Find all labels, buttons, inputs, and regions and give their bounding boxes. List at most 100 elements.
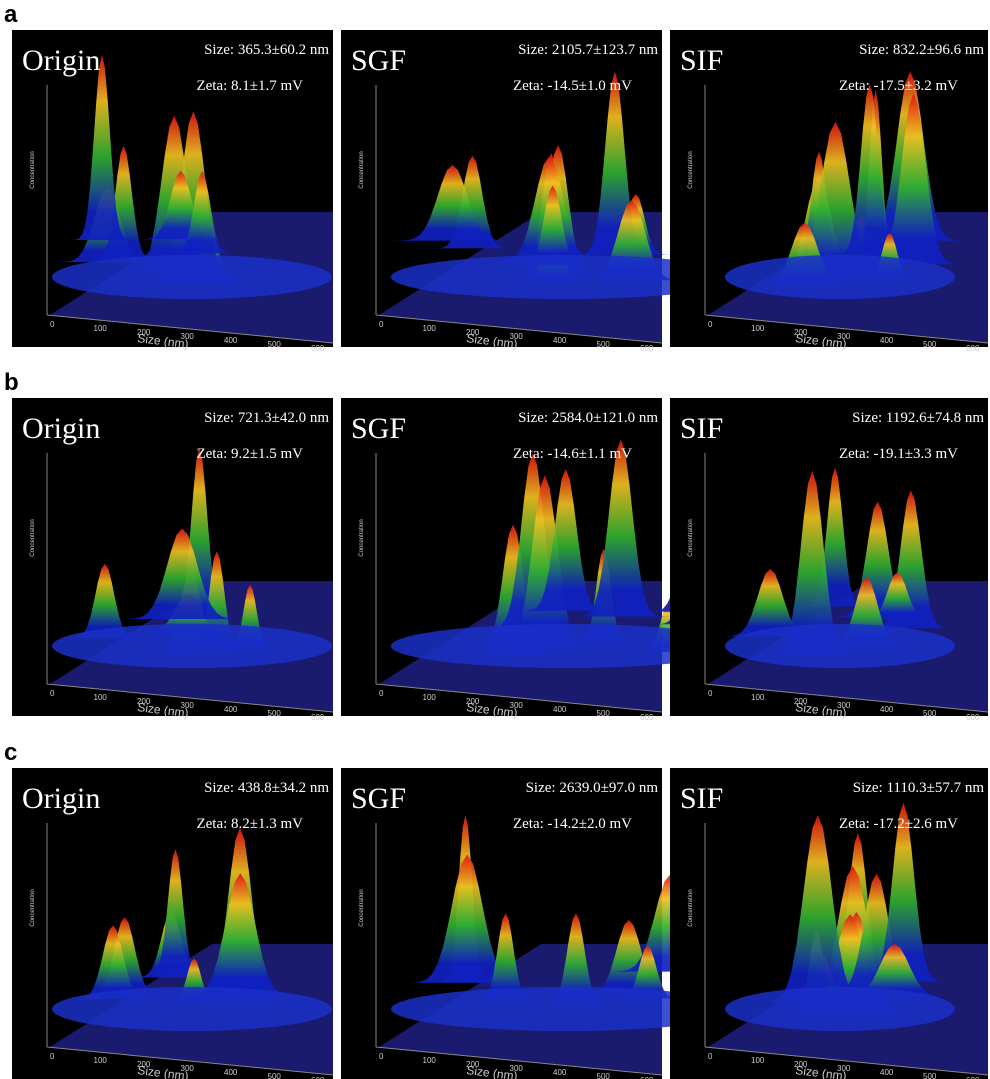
x-tick-label: 400 — [224, 336, 238, 345]
x-tick-label: 300 — [837, 701, 851, 710]
panel: 0 100 200 300 400 500 600 Size (nm) Concentratio… — [341, 398, 747, 722]
zeta-label: Zeta: -14.6±1.1 mV — [513, 446, 632, 462]
surface-peak — [396, 854, 538, 983]
x-tick-label: 600 — [966, 344, 980, 353]
axis — [704, 683, 989, 713]
panel-name: SIF — [680, 44, 723, 77]
x-tick-label: 0 — [50, 320, 55, 329]
y-axis-label: Concentration — [688, 151, 694, 188]
surface-base — [391, 624, 741, 668]
surface-peak — [164, 171, 240, 254]
surface-peak — [712, 569, 828, 637]
surface-base — [52, 255, 332, 299]
surface-peak — [608, 945, 687, 999]
x-tick-label: 0 — [708, 1052, 713, 1061]
y-axis-label: Concentration — [30, 889, 36, 926]
surface-peak — [744, 222, 865, 286]
size-label: Size: 2639.0±97.0 nm — [526, 780, 659, 796]
x-tick-label: 100 — [423, 324, 437, 333]
zeta-label: Zeta: 8.2±1.3 mV — [196, 816, 303, 832]
x-tick-label: 300 — [837, 1064, 851, 1073]
size-label: Size: 721.3±42.0 nm — [204, 410, 329, 426]
x-tick-label: 0 — [50, 689, 55, 698]
surface-peak — [133, 170, 229, 240]
x-axis-label: Size (nm) — [466, 700, 519, 720]
surface-peak — [172, 873, 309, 997]
surface-peak — [141, 849, 209, 975]
x-tick-label: 600 — [311, 1076, 325, 1079]
panel-name: SIF — [680, 782, 723, 815]
surface-peak — [163, 448, 236, 615]
surface-base — [725, 255, 955, 299]
surface-base — [391, 987, 741, 1031]
x-tick-label: 100 — [94, 1056, 108, 1065]
panel-name: Origin — [22, 44, 100, 77]
surface-peak — [572, 919, 686, 995]
x-tick-label: 400 — [553, 336, 567, 345]
surface-base — [391, 255, 741, 299]
panel: 0 100 200 300 400 500 600 Size (nm) Concentratio… — [12, 30, 334, 353]
surface-peak — [66, 54, 138, 241]
surface-peak — [864, 490, 958, 629]
y-axis-label: Concentration — [359, 519, 365, 556]
zeta-label: Zeta: -14.2±2.0 mV — [513, 816, 632, 832]
x-tick-label: 200 — [466, 328, 480, 337]
x-axis-label: Size (nm) — [137, 700, 190, 720]
surface-base — [52, 624, 332, 668]
zeta-label: Zeta: -19.1±3.3 mV — [839, 446, 958, 462]
x-tick-label: 300 — [837, 332, 851, 341]
x-tick-label: 0 — [379, 1052, 384, 1061]
x-axis-label: Size (nm) — [137, 1063, 190, 1079]
panel-name: Origin — [22, 782, 100, 815]
x-tick-label: 0 — [379, 689, 384, 698]
panel: 0 100 200 300 400 500 600 Size (nm) Concentratio… — [670, 768, 989, 1079]
x-tick-label: 200 — [466, 697, 480, 706]
panel: 0 100 200 300 400 500 600 Size (nm) Concentratio… — [670, 398, 989, 722]
surface-peak — [161, 958, 227, 1003]
zeta-label: Zeta: -17.2±2.6 mV — [839, 816, 958, 832]
surface-peak — [62, 563, 148, 639]
surface-peak — [86, 145, 161, 259]
surface-peak — [814, 577, 919, 648]
axis — [704, 314, 989, 344]
size-label: Size: 832.2±96.6 nm — [859, 42, 984, 58]
y-axis-label: Concentration — [30, 151, 36, 188]
x-tick-label: 600 — [311, 713, 325, 722]
panel-name: Origin — [22, 412, 100, 445]
surface-peak — [858, 93, 969, 265]
x-tick-label: 0 — [708, 689, 713, 698]
surface-peak — [512, 185, 593, 266]
x-tick-label: 200 — [794, 697, 808, 706]
x-tick-label: 200 — [794, 328, 808, 337]
surface-peak — [767, 121, 903, 281]
surface-peak — [828, 501, 927, 617]
size-label: Size: 1192.6±74.8 nm — [852, 410, 984, 426]
x-tick-label: 500 — [923, 1072, 937, 1079]
surface-peak — [830, 83, 910, 254]
surface-peak — [569, 199, 694, 281]
panel: 0 100 200 300 400 500 600 Size (nm) Concentratio… — [12, 398, 334, 722]
surface-peak — [820, 873, 933, 993]
axis — [375, 1046, 663, 1076]
x-tick-label: 400 — [880, 336, 894, 345]
x-tick-label: 100 — [751, 324, 765, 333]
zeta-label: Zeta: -17.5±3.2 mV — [839, 78, 958, 94]
surface-peak — [182, 551, 252, 652]
surface-peak — [798, 467, 872, 607]
x-tick-label: 400 — [224, 1068, 238, 1077]
x-tick-label: 100 — [94, 324, 108, 333]
x-tick-label: 400 — [880, 1068, 894, 1077]
x-tick-label: 500 — [268, 1072, 282, 1079]
size-label: Size: 1110.3±57.7 nm — [853, 780, 985, 796]
x-tick-label: 600 — [311, 344, 325, 353]
surface-peak — [138, 111, 248, 284]
y-axis-label: Concentration — [688, 889, 694, 926]
axis — [375, 314, 663, 344]
x-tick-label: 100 — [423, 1056, 437, 1065]
x-axis-label: Size (nm) — [137, 331, 190, 351]
x-tick-label: 200 — [466, 1060, 480, 1069]
x-tick-label: 600 — [966, 713, 980, 722]
surface-peak — [856, 233, 923, 279]
x-tick-label: 400 — [880, 705, 894, 714]
panel-name: SGF — [351, 44, 406, 77]
